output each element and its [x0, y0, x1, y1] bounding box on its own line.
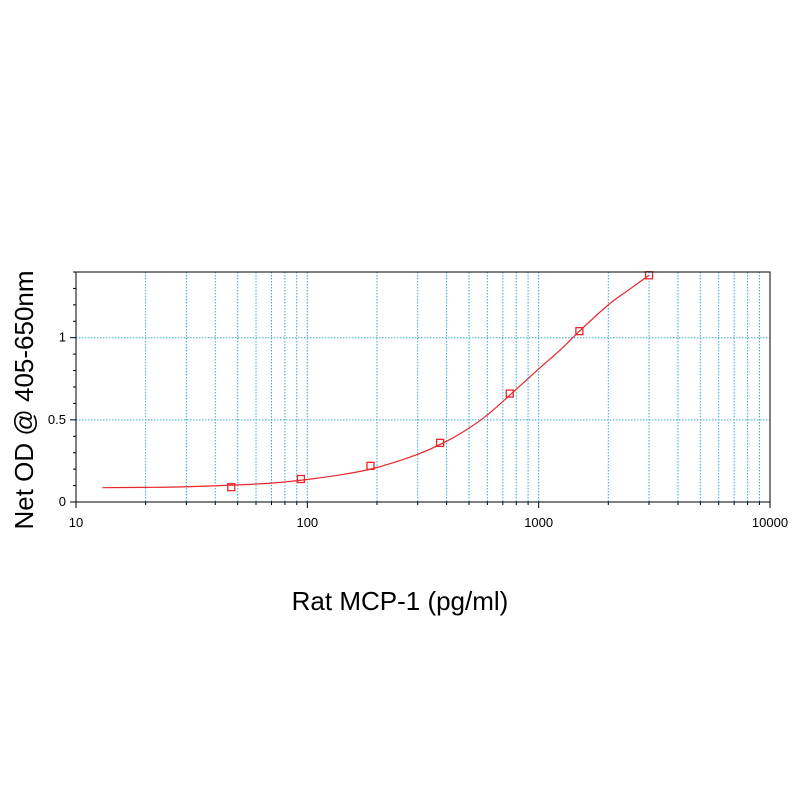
y-axis-title: Net OD @ 405-650nm — [9, 270, 39, 529]
fit-curve-layer — [102, 274, 650, 489]
y-tick-label: 1 — [59, 330, 66, 345]
data-point — [296, 474, 306, 484]
plot-background — [76, 272, 770, 502]
data-point — [505, 389, 514, 398]
x-tick-label: 10000 — [752, 515, 788, 530]
x-tick-label: 100 — [296, 515, 318, 530]
data-points — [227, 271, 654, 492]
fit-curve — [102, 274, 650, 489]
tick-labels: 10 100 1000 10000 0 0.5 1 — [48, 330, 788, 530]
y-tick-label: 0.5 — [48, 412, 66, 427]
data-point — [575, 326, 584, 336]
plot-frame — [75, 271, 771, 503]
x-tick-label: 1000 — [524, 515, 553, 530]
data-point — [227, 483, 236, 492]
data-point — [366, 461, 375, 471]
x-axis-title: Rat MCP-1 (pg/ml) — [292, 586, 509, 616]
y-tick-label: 0 — [59, 494, 66, 509]
data-point — [435, 438, 445, 448]
x-tick-label: 10 — [69, 515, 83, 530]
grid-lines — [76, 272, 770, 502]
